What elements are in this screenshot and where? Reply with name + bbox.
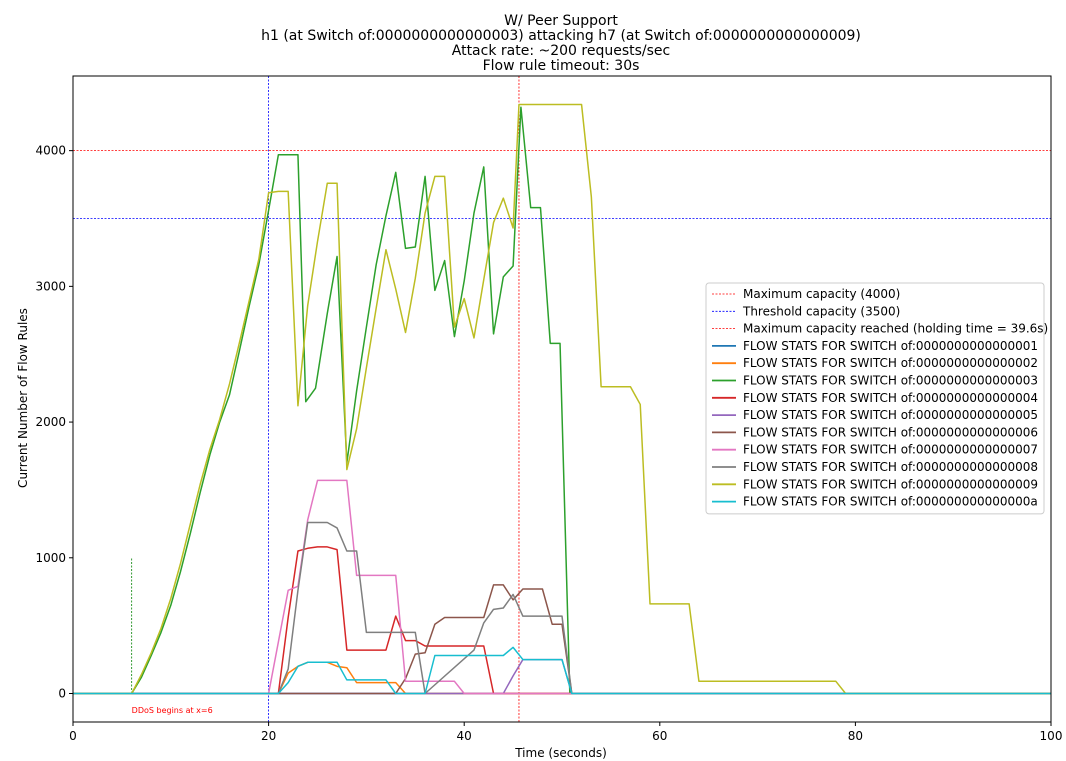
legend-label-4: FLOW STATS FOR SWITCH of:000000000000000…: [743, 339, 1038, 353]
series-line-2: [73, 661, 1051, 695]
x-axis: 0 20 40 60 80 100: [69, 722, 1062, 743]
series-line-8: [73, 521, 1051, 695]
reference-lines: [73, 76, 1051, 722]
legend-label-9: FLOW STATS FOR SWITCH of:000000000000000…: [743, 425, 1038, 439]
legend-label-3: Maximum capacity reached (holding time =…: [743, 322, 1048, 336]
series-line-10: [73, 646, 1051, 695]
legend-label-2: Threshold capacity (3500): [742, 304, 900, 318]
y-tick-label-1: 0: [58, 687, 66, 701]
legend-label-12: FLOW STATS FOR SWITCH of:000000000000000…: [743, 477, 1038, 491]
annotations: DDoS begins at x=6: [132, 706, 213, 715]
chart-title: W/ Peer Support h1 (at Switch of:0000000…: [261, 13, 861, 74]
plot-frame: [72, 75, 1052, 723]
legend-label-1: Maximum capacity (4000): [743, 287, 900, 301]
y-axis: 0 1000 2000 3000 4000: [35, 144, 73, 701]
y-tick-label-4: 3000: [35, 279, 66, 293]
x-tick-label-4: 60: [652, 729, 667, 743]
y-tick-label-5: 4000: [35, 144, 66, 158]
y-tick-label-2: 1000: [35, 551, 66, 565]
series-line-5: [73, 658, 1051, 695]
series-lines: [73, 103, 1051, 695]
y-axis-label: Current Number of Flow Rules: [16, 308, 30, 488]
x-tick-label-3: 40: [457, 729, 472, 743]
title-line-3: Attack rate: ~200 requests/sec: [452, 43, 670, 59]
legend-label-8: FLOW STATS FOR SWITCH of:000000000000000…: [743, 408, 1038, 422]
legend-label-10: FLOW STATS FOR SWITCH of:000000000000000…: [743, 443, 1038, 457]
legend-box: [705, 282, 1045, 515]
x-tick-label-1: 0: [69, 729, 77, 743]
x-axis-label: Time (seconds): [514, 746, 607, 760]
legend-label-11: FLOW STATS FOR SWITCH of:000000000000000…: [743, 460, 1038, 474]
legend-label-6: FLOW STATS FOR SWITCH of:000000000000000…: [743, 374, 1038, 388]
x-tick-label-2: 20: [261, 729, 276, 743]
series-line-9: [73, 103, 1051, 695]
title-line-1: W/ Peer Support: [504, 13, 618, 29]
legend-label-5: FLOW STATS FOR SWITCH of:000000000000000…: [743, 356, 1038, 370]
legend: Maximum capacity (4000) Threshold capacit…: [705, 282, 1048, 515]
legend-label-7: FLOW STATS FOR SWITCH of:000000000000000…: [743, 391, 1038, 405]
x-tick-label-5: 80: [848, 729, 863, 743]
y-tick-label-3: 2000: [35, 415, 66, 429]
annotation-1: DDoS begins at x=6: [132, 706, 213, 715]
series-line-6: [73, 584, 1051, 695]
legend-label-13: FLOW STATS FOR SWITCH of:000000000000000…: [743, 495, 1038, 509]
x-tick-label-6: 100: [1040, 729, 1063, 743]
title-line-2: h1 (at Switch of:0000000000000003) attac…: [261, 28, 861, 44]
title-line-4: Flow rule timeout: 30s: [483, 58, 640, 74]
series-line-3: [73, 106, 1051, 695]
